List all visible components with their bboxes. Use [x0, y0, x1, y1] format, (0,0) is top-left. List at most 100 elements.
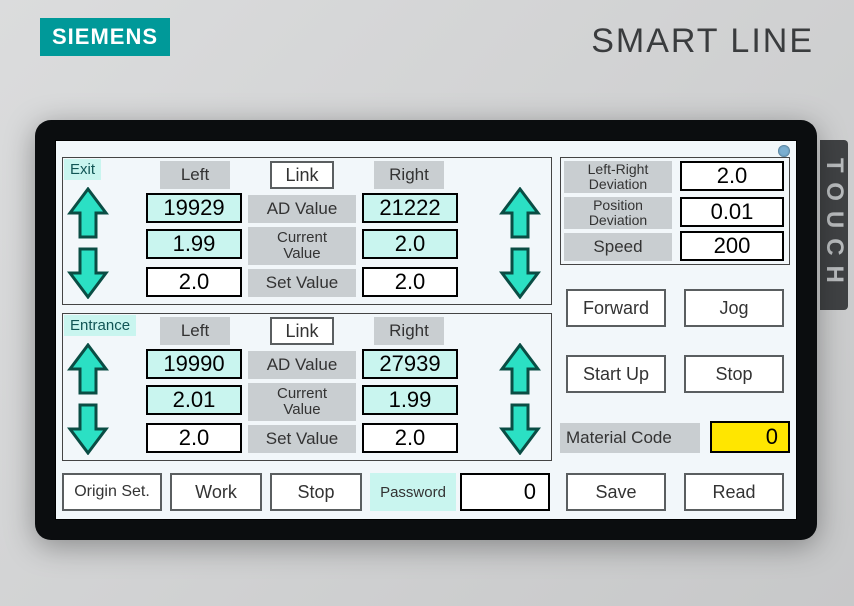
footer-stop-button[interactable]: Stop [270, 473, 362, 511]
exit-right-set-value[interactable]: 2.0 [362, 267, 458, 297]
read-text: Read [712, 482, 755, 503]
exit-currlabel: Current Value [248, 227, 356, 265]
exit-right-curr-value[interactable]: 2.0 [362, 229, 458, 259]
password-label-text: Password [380, 484, 446, 501]
touch-text: TOUCH [820, 158, 848, 293]
startup-text: Start Up [583, 364, 649, 385]
pos-dev-text: 0.01 [711, 199, 754, 225]
product-line-text: SMART LINE [591, 22, 814, 60]
right-stop-button[interactable]: Stop [684, 355, 784, 393]
entrance-currlabel: Current Value [248, 383, 356, 421]
entrance-right-header: Right [374, 317, 444, 345]
exit-left-set-text: 2.0 [179, 269, 210, 295]
entrance-adlabel: AD Value [248, 351, 356, 379]
lr-dev-label: Left-Right Deviation [564, 161, 672, 193]
entrance-left-ad-text: 19990 [163, 351, 224, 377]
exit-right-down-button[interactable] [498, 245, 542, 299]
save-text: Save [595, 482, 636, 503]
password-value[interactable]: 0 [460, 473, 550, 511]
entrance-left-ad-value[interactable]: 19990 [146, 349, 242, 379]
entrance-left-curr-value[interactable]: 2.01 [146, 385, 242, 415]
entrance-right-up-button[interactable] [498, 343, 542, 397]
password-label: Password [370, 473, 456, 511]
forward-button[interactable]: Forward [566, 289, 666, 327]
exit-left-set-value[interactable]: 2.0 [146, 267, 242, 297]
exit-right-header-text: Right [389, 165, 429, 185]
entrance-right-header-text: Right [389, 321, 429, 341]
forward-text: Forward [583, 298, 649, 319]
exit-link-text: Link [285, 165, 318, 186]
jog-text: Jog [719, 298, 748, 319]
lr-dev-text: 2.0 [717, 163, 748, 189]
pos-dev-label-text: Position Deviation [589, 198, 647, 227]
origin-set-text: Origin Set. [74, 483, 150, 501]
entrance-left-header: Left [160, 317, 230, 345]
product-line-label: SMART LINE [591, 22, 814, 61]
entrance-right-ad-text: 27939 [379, 351, 440, 377]
entrance-right-ad-value[interactable]: 27939 [362, 349, 458, 379]
brand-logo: SIEMENS [40, 18, 170, 56]
exit-right-header: Right [374, 161, 444, 189]
exit-right-ad-text: 21222 [379, 195, 440, 221]
entrance-right-curr-text: 1.99 [389, 387, 432, 413]
exit-currlabel-text: Current Value [277, 230, 327, 262]
material-code-text: 0 [766, 424, 778, 450]
footer-stop-text: Stop [297, 482, 334, 503]
startup-button[interactable]: Start Up [566, 355, 666, 393]
speed-value[interactable]: 200 [680, 231, 784, 261]
save-button[interactable]: Save [566, 473, 666, 511]
material-code-label: Material Code [560, 423, 700, 453]
speed-label: Speed [564, 233, 672, 261]
hmi-bezel: Exit Left Link Right AD Value Current Va… [35, 120, 817, 540]
exit-right-up-button[interactable] [498, 187, 542, 241]
material-code-label-text: Material Code [566, 428, 672, 448]
entrance-left-down-button[interactable] [66, 401, 110, 455]
entrance-link-text: Link [285, 321, 318, 342]
lr-dev-value[interactable]: 2.0 [680, 161, 784, 191]
hmi-screen: Exit Left Link Right AD Value Current Va… [55, 140, 797, 520]
entrance-left-set-text: 2.0 [179, 425, 210, 451]
work-text: Work [195, 482, 237, 503]
exit-right-set-text: 2.0 [395, 269, 426, 295]
status-led-icon [778, 145, 790, 157]
jog-button[interactable]: Jog [684, 289, 784, 327]
exit-setlabel-text: Set Value [266, 273, 338, 293]
brand-text: SIEMENS [52, 24, 158, 49]
entrance-left-curr-text: 2.01 [173, 387, 216, 413]
pos-dev-value[interactable]: 0.01 [680, 197, 784, 227]
entrance-left-up-button[interactable] [66, 343, 110, 397]
entrance-right-curr-value[interactable]: 1.99 [362, 385, 458, 415]
read-button[interactable]: Read [684, 473, 784, 511]
exit-link-button[interactable]: Link [270, 161, 334, 189]
speed-label-text: Speed [593, 237, 642, 257]
lr-dev-label-text: Left-Right Deviation [588, 162, 649, 191]
exit-right-curr-text: 2.0 [395, 231, 426, 257]
pos-dev-label: Position Deviation [564, 197, 672, 229]
entrance-link-button[interactable]: Link [270, 317, 334, 345]
exit-setlabel: Set Value [248, 269, 356, 297]
entrance-left-header-text: Left [181, 321, 209, 341]
exit-adlabel-text: AD Value [267, 199, 338, 219]
exit-left-ad-value[interactable]: 19929 [146, 193, 242, 223]
work-button[interactable]: Work [170, 473, 262, 511]
exit-left-up-button[interactable] [66, 187, 110, 241]
entrance-tag: Entrance [64, 315, 136, 336]
entrance-right-set-value[interactable]: 2.0 [362, 423, 458, 453]
entrance-left-set-value[interactable]: 2.0 [146, 423, 242, 453]
speed-text: 200 [714, 233, 751, 259]
entrance-setlabel: Set Value [248, 425, 356, 453]
exit-right-ad-value[interactable]: 21222 [362, 193, 458, 223]
exit-left-curr-value[interactable]: 1.99 [146, 229, 242, 259]
origin-set-button[interactable]: Origin Set. [62, 473, 162, 511]
entrance-right-set-text: 2.0 [395, 425, 426, 451]
password-value-text: 0 [524, 479, 536, 505]
entrance-right-down-button[interactable] [498, 401, 542, 455]
exit-left-down-button[interactable] [66, 245, 110, 299]
exit-left-curr-text: 1.99 [173, 231, 216, 257]
entrance-adlabel-text: AD Value [267, 355, 338, 375]
exit-left-header-text: Left [181, 165, 209, 185]
material-code-value[interactable]: 0 [710, 421, 790, 453]
entrance-tag-text: Entrance [70, 317, 130, 334]
right-stop-text: Stop [715, 364, 752, 385]
entrance-setlabel-text: Set Value [266, 429, 338, 449]
